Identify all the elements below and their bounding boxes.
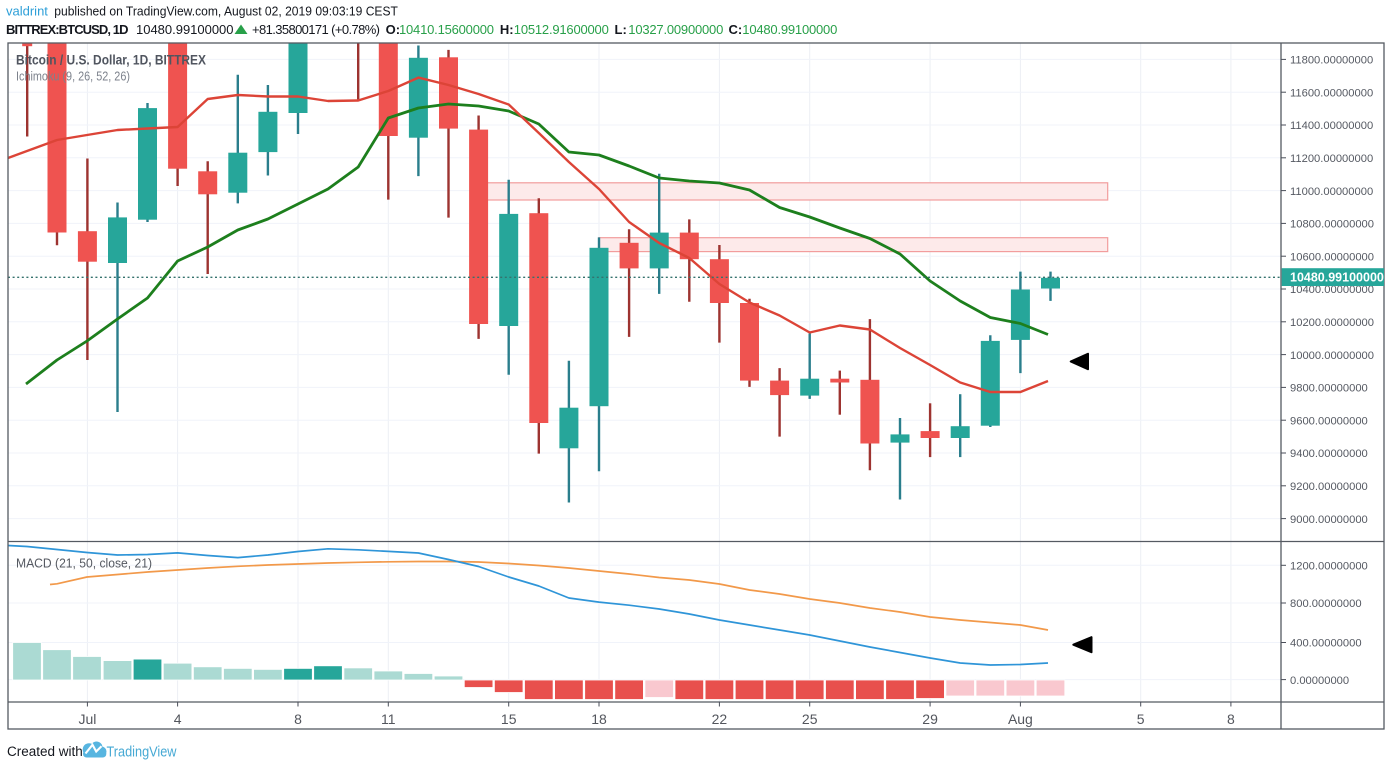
svg-text:10000.00000000: 10000.00000000 (1290, 350, 1374, 362)
svg-text:10480.99100000: 10480.99100000 (1290, 271, 1384, 285)
svg-text:O:: O: (386, 22, 400, 37)
svg-text:10480.99100000: 10480.99100000 (742, 22, 837, 37)
svg-text:0.00000000: 0.00000000 (1290, 675, 1349, 687)
svg-text:9400.00000000: 9400.00000000 (1290, 448, 1368, 460)
svg-text:15: 15 (501, 711, 517, 727)
svg-text:9200.00000000: 9200.00000000 (1290, 481, 1368, 493)
svg-text:11: 11 (381, 711, 396, 727)
svg-text:+81.35800171 (+0.78%): +81.35800171 (+0.78%) (252, 22, 380, 37)
svg-text:11200.00000000: 11200.00000000 (1290, 153, 1373, 165)
svg-text:L:: L: (615, 22, 627, 37)
svg-text:11000.00000000: 11000.00000000 (1290, 186, 1373, 198)
svg-text:11600.00000000: 11600.00000000 (1290, 87, 1373, 99)
svg-text:Bitcoin / U.S. Dollar, 1D, BIT: Bitcoin / U.S. Dollar, 1D, BITTREX (16, 52, 206, 67)
svg-text:25: 25 (802, 711, 818, 727)
svg-text:800.00000000: 800.00000000 (1290, 598, 1362, 610)
svg-text:Jul: Jul (78, 711, 96, 727)
svg-text:Aug: Aug (1008, 711, 1033, 727)
svg-text:Created with: Created with (7, 744, 83, 759)
svg-text:11400.00000000: 11400.00000000 (1290, 120, 1373, 132)
svg-text:Ichimoku (9, 26, 52, 26): Ichimoku (9, 26, 52, 26) (16, 69, 130, 84)
svg-text:10600.00000000: 10600.00000000 (1290, 251, 1374, 263)
svg-text:MACD (21, 50, close, 21): MACD (21, 50, close, 21) (16, 556, 152, 571)
svg-text:400.00000000: 400.00000000 (1290, 638, 1362, 650)
svg-text:10512.91600000: 10512.91600000 (514, 22, 609, 37)
svg-text:9800.00000000: 9800.00000000 (1290, 383, 1368, 395)
svg-text:29: 29 (922, 711, 938, 727)
svg-text:18: 18 (591, 711, 607, 727)
svg-text:TradingView: TradingView (107, 745, 177, 761)
svg-text:H:: H: (500, 22, 514, 37)
svg-text:10200.00000000: 10200.00000000 (1290, 317, 1374, 329)
svg-text:8: 8 (1227, 711, 1235, 727)
svg-text:9600.00000000: 9600.00000000 (1290, 415, 1368, 427)
svg-text:5: 5 (1137, 711, 1145, 727)
svg-text:1200.00000000: 1200.00000000 (1290, 561, 1368, 573)
svg-text:4: 4 (174, 711, 182, 727)
svg-text:9000.00000000: 9000.00000000 (1290, 514, 1368, 526)
svg-text:10410.15600000: 10410.15600000 (399, 22, 494, 37)
svg-text:10480.99100000: 10480.99100000 (136, 22, 234, 37)
svg-text:10800.00000000: 10800.00000000 (1290, 219, 1374, 231)
svg-text:C:: C: (729, 22, 743, 37)
svg-text:8: 8 (294, 711, 302, 727)
svg-text:valdrint published on TradingV: valdrint published on TradingView.com, A… (6, 4, 398, 19)
svg-text:11800.00000000: 11800.00000000 (1290, 55, 1373, 67)
svg-text:10400.00000000: 10400.00000000 (1290, 284, 1374, 296)
svg-text:10327.00900000: 10327.00900000 (628, 22, 723, 37)
svg-text:22: 22 (712, 711, 728, 727)
svg-text:BITTREX:BTCUSD, 1D: BITTREX:BTCUSD, 1D (6, 22, 129, 37)
